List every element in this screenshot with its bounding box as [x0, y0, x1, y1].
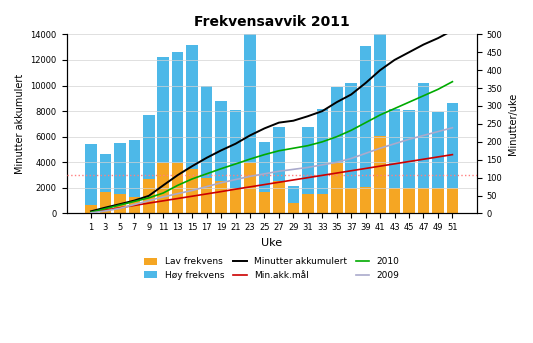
Bar — [389, 188, 400, 213]
Bar — [360, 46, 372, 187]
Bar — [172, 163, 183, 213]
Bar — [259, 192, 270, 213]
Bar — [85, 144, 97, 204]
Bar — [331, 87, 343, 163]
Bar — [360, 187, 372, 213]
Bar — [128, 140, 140, 197]
Bar — [345, 83, 357, 188]
Bar — [288, 203, 299, 213]
Bar — [114, 194, 126, 213]
Y-axis label: Minutter akkumulert: Minutter akkumulert — [15, 74, 25, 174]
Bar — [201, 85, 213, 178]
Bar — [403, 188, 415, 213]
Bar — [187, 169, 198, 213]
Bar — [317, 109, 328, 194]
Bar — [374, 137, 386, 213]
Bar — [288, 186, 299, 203]
Bar — [302, 194, 313, 213]
Bar — [172, 52, 183, 163]
Bar — [403, 110, 415, 188]
Bar — [345, 188, 357, 213]
Bar — [244, 26, 256, 163]
Bar — [432, 188, 444, 213]
Bar — [389, 109, 400, 188]
Bar — [143, 115, 155, 179]
Bar — [259, 142, 270, 192]
Bar — [418, 188, 429, 213]
Bar — [317, 194, 328, 213]
Bar — [273, 128, 285, 181]
Bar — [201, 178, 213, 213]
Bar — [418, 83, 429, 188]
Bar — [432, 112, 444, 188]
Bar — [114, 143, 126, 194]
Bar — [273, 181, 285, 213]
Bar — [331, 163, 343, 213]
Bar — [215, 100, 227, 181]
Bar — [143, 179, 155, 213]
X-axis label: Uke: Uke — [261, 238, 282, 248]
Bar — [187, 45, 198, 169]
Bar — [157, 163, 169, 213]
Legend: Lav frekvens, Høy frekvens, Minutter akkumulert, Min.akk.mål, 2010, 2009: Lav frekvens, Høy frekvens, Minutter akk… — [140, 254, 403, 284]
Y-axis label: Minutter/uke: Minutter/uke — [508, 93, 518, 155]
Bar — [85, 204, 97, 213]
Bar — [215, 181, 227, 213]
Bar — [374, 3, 386, 137]
Bar — [128, 197, 140, 213]
Bar — [100, 154, 111, 192]
Bar — [100, 192, 111, 213]
Title: Frekvensavvik 2011: Frekvensavvik 2011 — [194, 15, 350, 29]
Bar — [447, 103, 458, 188]
Bar — [157, 57, 169, 163]
Bar — [230, 188, 241, 213]
Bar — [447, 188, 458, 213]
Bar — [244, 163, 256, 213]
Bar — [302, 127, 313, 194]
Bar — [230, 110, 241, 188]
